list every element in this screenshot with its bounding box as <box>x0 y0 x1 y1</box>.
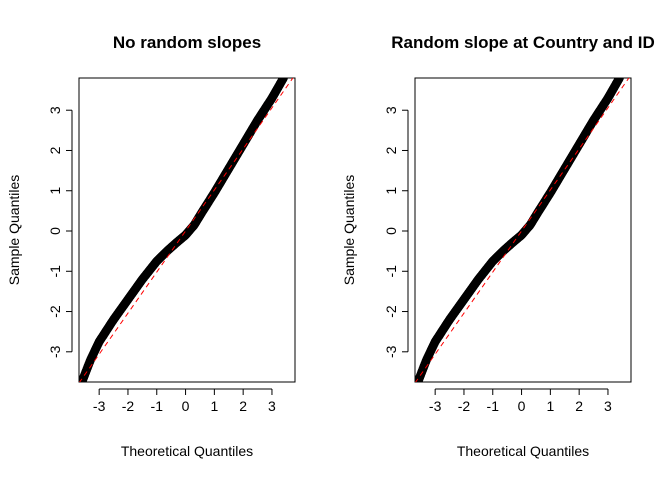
y-tick-label: 0 <box>47 227 63 235</box>
x-tick-label: 3 <box>604 398 612 414</box>
y-tick-label: -2 <box>383 305 399 318</box>
reference-line <box>79 78 294 382</box>
y-axis: -3 -2 -1 0 1 2 3 <box>47 106 73 358</box>
x-axis-label: Theoretical Quantiles <box>457 443 589 459</box>
x-tick-label: -1 <box>487 398 500 414</box>
y-tick-label: 3 <box>47 106 63 114</box>
x-tick-label: 2 <box>575 398 583 414</box>
x-axis: -3 -2 -1 0 1 2 3 <box>429 388 612 414</box>
x-tick-label: -2 <box>122 398 135 414</box>
qq-point <box>279 78 288 83</box>
y-tick-label: 0 <box>383 227 399 235</box>
y-tick-label: -1 <box>383 265 399 278</box>
plot-frame <box>414 77 632 383</box>
y-axis-label: Sample Quantiles <box>341 175 357 286</box>
plot-area <box>79 78 294 382</box>
x-tick-label: 1 <box>546 398 554 414</box>
y-tick-label: 3 <box>383 106 399 114</box>
plot-area <box>415 78 630 382</box>
x-tick-label: -3 <box>429 398 442 414</box>
qq-panel-no-random-slopes: No random slopes -3 -2 -1 0 1 2 3 -3 -2 -1 0 1 2 3 T… <box>6 33 296 459</box>
x-tick-label: -1 <box>151 398 164 414</box>
qq-point <box>615 78 624 83</box>
y-axis-label: Sample Quantiles <box>6 175 22 286</box>
y-tick-label: -2 <box>47 305 63 318</box>
x-tick-label: -3 <box>93 398 106 414</box>
x-tick-label: 1 <box>210 398 218 414</box>
y-tick-label: -3 <box>383 345 399 358</box>
y-tick-label: 1 <box>47 187 63 195</box>
y-tick-label: -3 <box>47 345 63 358</box>
x-axis-label: Theoretical Quantiles <box>121 443 253 459</box>
y-axis: -3 -2 -1 0 1 2 3 <box>383 106 409 358</box>
y-tick-label: -1 <box>47 265 63 278</box>
x-axis: -3 -2 -1 0 1 2 3 <box>93 388 276 414</box>
y-tick-label: 2 <box>383 146 399 154</box>
y-tick-label: 2 <box>47 146 63 154</box>
x-tick-label: 2 <box>239 398 247 414</box>
reference-line <box>415 78 630 382</box>
panel-title: Random slope at Country and ID <box>391 33 655 52</box>
x-tick-label: -2 <box>458 398 471 414</box>
qq-points <box>415 78 624 382</box>
x-tick-label: 0 <box>518 398 526 414</box>
x-tick-label: 0 <box>182 398 190 414</box>
qq-points <box>79 78 288 382</box>
y-tick-label: 1 <box>383 187 399 195</box>
panel-title: No random slopes <box>113 33 261 52</box>
plot-frame <box>78 77 296 383</box>
qq-panel-random-slope: Random slope at Country and ID -3 -2 -1 0 1 2… <box>341 33 655 459</box>
x-tick-label: 3 <box>268 398 276 414</box>
